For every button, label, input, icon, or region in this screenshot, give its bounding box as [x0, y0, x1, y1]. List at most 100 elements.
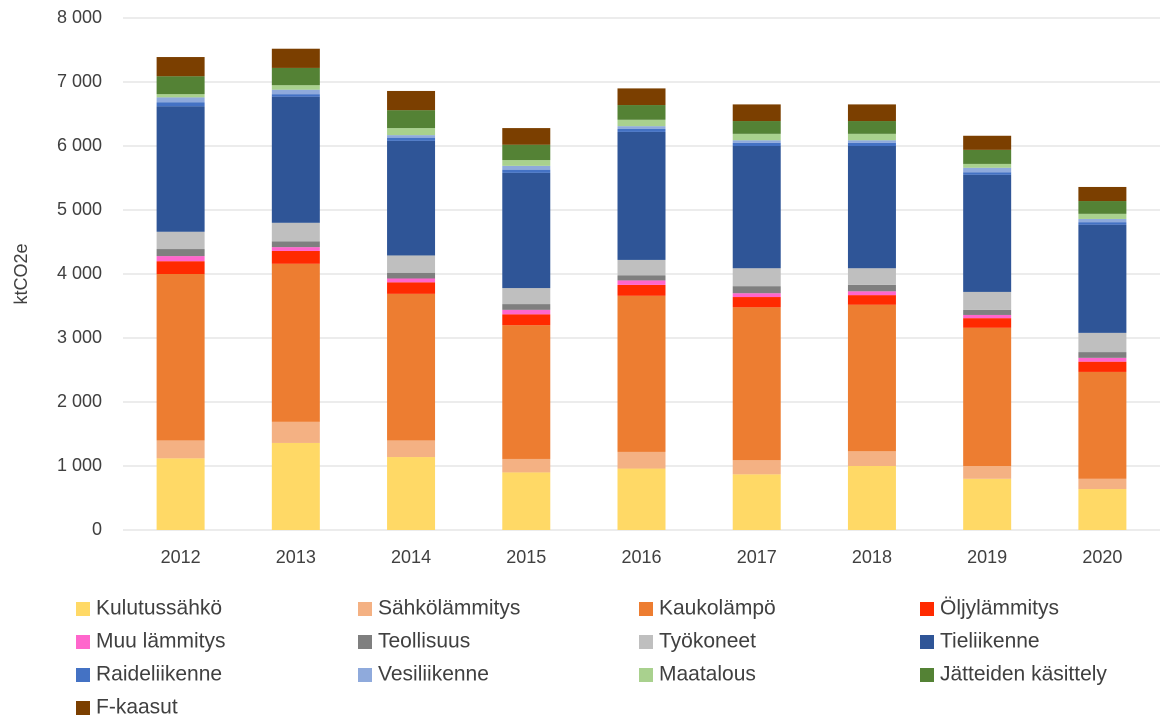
bar-segment: [387, 293, 436, 441]
bar-segment: [732, 104, 781, 122]
bar-segment: [156, 106, 205, 232]
bar-segment: [1078, 361, 1127, 372]
bar-segment: [847, 284, 896, 292]
bar-segment: [617, 105, 666, 120]
bar-segment: [387, 457, 436, 530]
y-axis-label: ktCO2e: [11, 243, 31, 304]
bar-segment: [156, 458, 205, 530]
legend-swatch: [639, 668, 653, 682]
bar-segment: [617, 284, 666, 296]
bar-segment: [387, 137, 436, 141]
legend-swatch: [76, 668, 90, 682]
legend-label: Maatalous: [659, 663, 756, 686]
bar-segment: [617, 128, 666, 132]
legend-label: F-kaasut: [96, 696, 178, 719]
x-tick-label: 2020: [1082, 547, 1122, 567]
bar-segment: [847, 295, 896, 305]
bar-segment: [963, 309, 1012, 315]
bar-segment: [271, 89, 320, 95]
bar-segment: [1078, 489, 1127, 530]
bar-segment: [847, 146, 896, 269]
bar-segment: [963, 172, 1012, 175]
bar-segment: [387, 272, 436, 279]
bar-segment: [502, 165, 551, 170]
bar-segment: [732, 121, 781, 134]
y-tick-label: 1 000: [57, 455, 102, 475]
bar-segment: [156, 440, 205, 459]
bar-segment: [617, 131, 666, 260]
bar-segment: [963, 318, 1012, 328]
bar-segment: [617, 468, 666, 530]
y-tick-label: 8 000: [57, 7, 102, 27]
bar-segment: [156, 76, 205, 95]
bar-segment: [1078, 352, 1127, 358]
bar-segment: [847, 140, 896, 143]
bar-segment: [732, 474, 781, 530]
legend-swatch: [358, 635, 372, 649]
x-tick-label: 2016: [621, 547, 661, 567]
bar-segment: [847, 142, 896, 146]
bar-segment: [387, 90, 436, 111]
bar-segment: [847, 466, 896, 530]
bar-segment: [617, 280, 666, 285]
bar-segment: [271, 222, 320, 242]
bar-segment: [271, 421, 320, 443]
legend-label: Raideliikenne: [96, 663, 222, 686]
bar-segment: [387, 140, 436, 256]
bar-segment: [617, 126, 666, 129]
legend-swatch: [920, 668, 934, 682]
y-tick-label: 6 000: [57, 135, 102, 155]
bar-segment: [271, 247, 320, 251]
legend-swatch: [358, 668, 372, 682]
bar-segment: [847, 291, 896, 296]
bar-segment: [387, 110, 436, 129]
bar-segment: [1078, 478, 1127, 490]
bar-segment: [732, 142, 781, 146]
bar-segment: [1078, 332, 1127, 353]
bar-segment: [1078, 201, 1127, 214]
bar-segment: [847, 133, 896, 141]
x-tick-label: 2013: [276, 547, 316, 567]
bar-segment: [387, 135, 436, 138]
legend-swatch: [639, 635, 653, 649]
bar-segment: [617, 451, 666, 469]
legend-label: Tieliikenne: [940, 630, 1040, 653]
bar-segment: [502, 304, 551, 310]
bar-segment: [156, 249, 205, 257]
bar-segment: [732, 286, 781, 294]
bar-segment: [387, 255, 436, 273]
x-tick-label: 2012: [161, 547, 201, 567]
legend-label: Jätteiden käsittely: [940, 663, 1107, 686]
legend-label: Vesiliikenne: [378, 663, 489, 686]
bar-segment: [963, 478, 1012, 530]
y-tick-label: 4 000: [57, 263, 102, 283]
legend-label: Kulutussähkö: [96, 597, 222, 620]
bar-segment: [502, 458, 551, 473]
bar-segment: [732, 140, 781, 143]
bar-segment: [617, 295, 666, 452]
bar-segment: [156, 94, 205, 98]
bar-segment: [847, 451, 896, 466]
legend-swatch: [920, 602, 934, 616]
legend-swatch: [358, 602, 372, 616]
bar-segment: [732, 146, 781, 269]
legend-swatch: [76, 602, 90, 616]
bar-segment: [847, 304, 896, 452]
bar-segment: [271, 442, 320, 530]
bar-segment: [502, 288, 551, 305]
bar-segment: [963, 466, 1012, 479]
bar-segment: [502, 325, 551, 459]
y-tick-label: 0: [92, 519, 102, 539]
legend-label: Kaukolämpö: [659, 597, 776, 620]
bar-segment: [156, 256, 205, 262]
legend-label: Teollisuus: [378, 630, 470, 653]
y-tick-label: 7 000: [57, 71, 102, 91]
legend-swatch: [920, 635, 934, 649]
bar-segment: [502, 160, 551, 166]
bar-segment: [617, 259, 666, 276]
y-tick-label: 5 000: [57, 199, 102, 219]
bar-segment: [732, 307, 781, 461]
bar-segment: [1078, 357, 1127, 362]
x-tick-label: 2018: [852, 547, 892, 567]
